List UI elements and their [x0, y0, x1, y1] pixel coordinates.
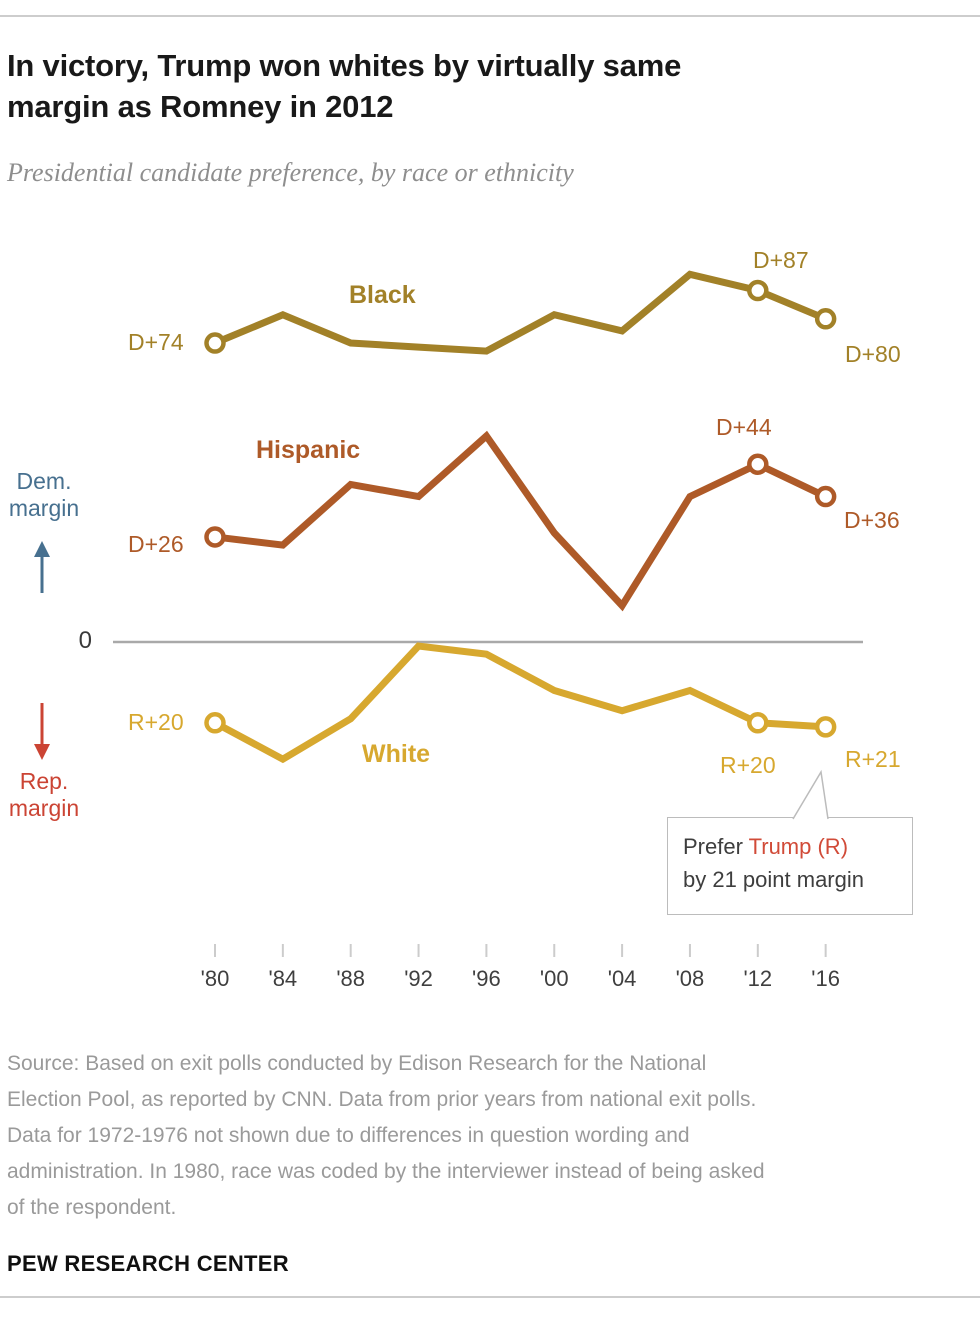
source-note: Source: Based on exit polls conducted by…: [7, 1046, 765, 1226]
page-title-line1: In victory, Trump won whites by virtuall…: [7, 48, 682, 83]
white-series-label: White: [362, 740, 431, 768]
x-axis-label: '12: [743, 966, 773, 991]
x-axis-label: '84: [268, 966, 298, 991]
hispanic-2012-value-label: D+44: [716, 414, 772, 440]
bottom-divider: [0, 1296, 980, 1298]
rep-margin-axis-label-line2: margin: [8, 795, 80, 821]
callout-line1: Prefer Trump (R): [683, 830, 912, 863]
source-line: Data for 1972-1976 not shown due to diff…: [7, 1124, 690, 1147]
x-axis-label: '96: [472, 966, 501, 991]
callout-tooltip: Prefer Trump (R) by 21 point margin: [667, 817, 913, 915]
black-data-point-marker: [204, 332, 226, 354]
x-axis-label: '00: [539, 966, 569, 991]
black-2012-value-label: D+87: [753, 247, 809, 273]
rep-margin-axis-label: Rep. margin: [6, 768, 82, 822]
white-data-point-marker: [204, 712, 226, 734]
chart-subtitle: Presidential candidate preference, by ra…: [7, 158, 574, 187]
source-line: administration. In 1980, race was coded …: [7, 1160, 765, 1183]
dem-margin-axis-label-line2: margin: [8, 495, 80, 521]
page-title-line2: margin as Romney in 2012: [7, 89, 394, 124]
page-title: In victory, Trump won whites by virtuall…: [7, 45, 681, 127]
x-axis-label: '08: [675, 966, 705, 991]
white-2012-value-label: R+20: [720, 752, 776, 778]
white-2016-value-label: R+21: [845, 746, 901, 772]
rep-margin-axis-label-line1: Rep.: [19, 768, 69, 794]
dem-margin-axis-label-line1: Dem.: [16, 468, 72, 494]
callout-text-prefix: Prefer: [683, 834, 749, 859]
x-axis-label: '80: [200, 966, 230, 991]
white-data-point-marker: [747, 712, 769, 734]
x-axis-label: '92: [404, 966, 433, 991]
dem-margin-axis-label: Dem. margin: [6, 468, 82, 522]
black-1980-value-label: D+74: [128, 329, 184, 355]
x-axis-label: '88: [336, 966, 366, 991]
black-data-point-marker: [814, 308, 837, 330]
white-series-line: [213, 642, 826, 764]
zero-baseline-label: 0: [78, 627, 92, 654]
brand-label: PEW RESEARCH CENTER: [7, 1251, 289, 1276]
white-1980-value-label: R+20: [128, 709, 184, 735]
top-divider: [0, 15, 980, 17]
callout-pointer: [792, 769, 829, 820]
hispanic-data-point-marker: [747, 453, 769, 475]
source-line: Election Pool, as reported by CNN. Data …: [7, 1088, 757, 1111]
hispanic-series-line: [214, 430, 828, 612]
dem-margin-arrow-head: [34, 541, 50, 557]
source-line: of the respondent.: [7, 1196, 177, 1219]
x-axis-label: '16: [811, 966, 840, 991]
rep-margin-arrow-head: [34, 744, 50, 760]
black-2016-value-label: D+80: [845, 341, 901, 367]
callout-highlight: Trump (R): [748, 834, 849, 859]
source-line: Source: Based on exit polls conducted by…: [7, 1052, 707, 1075]
hispanic-2016-value-label: D+36: [844, 507, 900, 533]
black-data-point-marker: [747, 279, 769, 302]
black-series-line: [213, 270, 827, 355]
hispanic-1980-value-label: D+26: [128, 531, 184, 557]
black-series-label: Black: [349, 281, 416, 309]
line-chart: [34, 270, 863, 957]
white-data-point-marker: [814, 716, 837, 738]
hispanic-data-point-marker: [814, 485, 837, 508]
x-axis-label: '04: [607, 966, 637, 991]
hispanic-series-label: Hispanic: [256, 436, 361, 464]
callout-line2: by 21 point margin: [683, 867, 864, 892]
hispanic-data-point-marker: [204, 526, 226, 548]
